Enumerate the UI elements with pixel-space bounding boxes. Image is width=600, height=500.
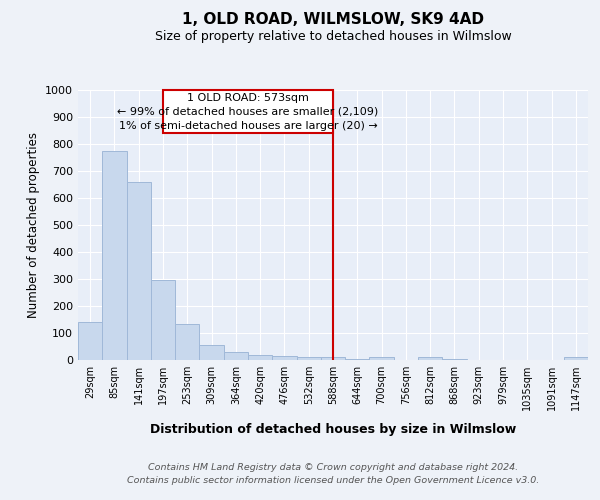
Y-axis label: Number of detached properties: Number of detached properties — [26, 132, 40, 318]
Text: Contains HM Land Registry data © Crown copyright and database right 2024.: Contains HM Land Registry data © Crown c… — [148, 462, 518, 471]
Bar — [272, 356, 296, 360]
Bar — [199, 345, 224, 360]
Bar — [248, 354, 272, 360]
Bar — [345, 358, 370, 360]
Bar — [127, 182, 151, 360]
Text: Distribution of detached houses by size in Wilmslow: Distribution of detached houses by size … — [150, 422, 516, 436]
Bar — [296, 358, 321, 360]
Bar — [175, 324, 199, 360]
Text: Contains public sector information licensed under the Open Government Licence v3: Contains public sector information licen… — [127, 476, 539, 485]
Bar — [564, 358, 588, 360]
Bar — [102, 151, 127, 360]
Text: Size of property relative to detached houses in Wilmslow: Size of property relative to detached ho… — [155, 30, 511, 43]
Bar — [321, 358, 345, 360]
FancyBboxPatch shape — [163, 90, 333, 133]
Bar — [224, 352, 248, 360]
Text: 1% of semi-detached houses are larger (20) →: 1% of semi-detached houses are larger (2… — [119, 120, 377, 130]
Bar — [418, 358, 442, 360]
Bar — [370, 358, 394, 360]
Bar — [78, 322, 102, 360]
Bar — [442, 358, 467, 360]
Text: 1, OLD ROAD, WILMSLOW, SK9 4AD: 1, OLD ROAD, WILMSLOW, SK9 4AD — [182, 12, 484, 28]
Text: 1 OLD ROAD: 573sqm: 1 OLD ROAD: 573sqm — [187, 92, 309, 102]
Text: ← 99% of detached houses are smaller (2,109): ← 99% of detached houses are smaller (2,… — [118, 106, 379, 117]
Bar — [151, 280, 175, 360]
